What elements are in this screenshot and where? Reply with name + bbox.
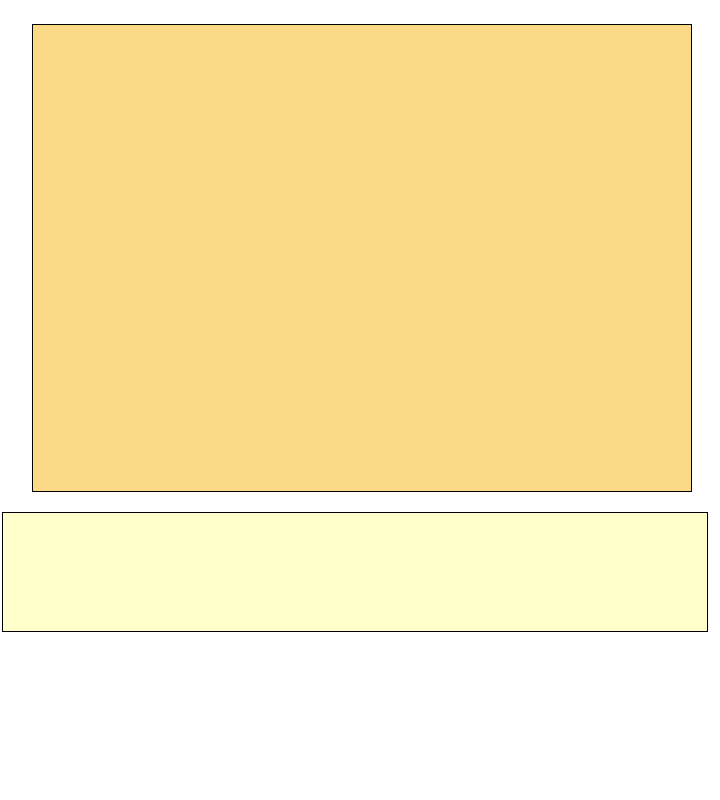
aod-raster-image [33,25,691,491]
colorbar [52,526,691,545]
colorbar-gradient [52,526,691,545]
map-plot-area [32,24,692,492]
colorbar-legend-box [2,512,708,632]
